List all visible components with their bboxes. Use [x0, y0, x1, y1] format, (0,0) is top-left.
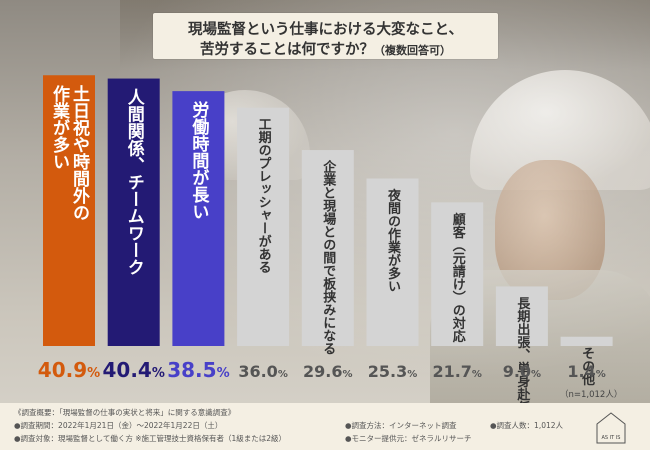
- bar-label-2: 人間関係、チームワーク: [124, 89, 145, 276]
- logo-text: AS IT IS: [602, 435, 621, 441]
- bar-6: [366, 178, 419, 346]
- title-line-2-main: 苦労することは何ですか？: [200, 42, 374, 58]
- bar-label-5: 企業と現場との間で板挟みになる: [320, 159, 337, 355]
- value-label-4: 36.0%: [238, 362, 288, 381]
- bar-label-9: その他: [579, 347, 596, 387]
- value-label-5: 29.6%: [303, 362, 353, 381]
- sample-size: （n=1,012人）: [560, 390, 623, 400]
- bar-label-1-line-2: 作業が多い: [49, 84, 70, 170]
- bar-label-4: 工期のプレッシャーがある: [256, 118, 272, 274]
- value-label-9: 1.4%: [567, 362, 605, 381]
- value-label-7: 21.7%: [432, 362, 482, 381]
- title-line-1: 現場監督という仕事における大変なこと、: [188, 22, 463, 38]
- bar-7: [431, 202, 484, 346]
- survey-target: ●調査対象：現場監督として働く方 ※施工管理技士資格保有者（1級または2級）: [14, 434, 287, 443]
- value-label-2: 40.4%: [103, 358, 165, 382]
- survey-method: ●調査方法：インターネット調査: [345, 421, 457, 430]
- value-label-3: 38.5%: [167, 358, 229, 382]
- bar-label-6: 夜間の作業が多い: [385, 188, 402, 293]
- value-label-1: 40.9%: [38, 358, 100, 382]
- survey-provider: ●モニター提供元：ゼネラルリサーチ: [345, 434, 472, 443]
- value-label-8: 9.0%: [503, 362, 541, 381]
- bar-label-1-line-1: 土日祝や時間外の: [69, 84, 90, 221]
- bar-4: [237, 107, 290, 347]
- bar-9: [560, 336, 613, 346]
- bar-label-3: 労働時間が長い: [188, 100, 210, 220]
- bar-2: [107, 78, 160, 346]
- value-label-6: 25.3%: [368, 362, 418, 381]
- survey-footer: 《調査概要：「現場監督の仕事の実状と将来」に関する意識調査》 ●調査期間：202…: [0, 403, 650, 450]
- bar-label-7: 顧客（元請け）の対応: [450, 212, 467, 344]
- bar-3: [172, 91, 225, 346]
- survey-period: ●調査期間：2022年1月21日（金）～2022年1月22日（土）: [14, 421, 223, 430]
- title-line-2-note: （複数回答可）: [374, 44, 451, 57]
- bar-8: [495, 286, 548, 346]
- survey-count: ●調査人数：1,012人: [490, 421, 564, 430]
- title-box: 現場監督という仕事における大変なこと、 苦労することは何ですか？（複数回答可）: [153, 13, 498, 59]
- company-logo: AS IT IS: [596, 412, 626, 444]
- survey-overview: 《調査概要：「現場監督の仕事の実状と将来」に関する意識調査》: [14, 408, 236, 417]
- bar-1: [43, 75, 95, 346]
- bar-5: [301, 150, 354, 346]
- title-line-2: 苦労することは何ですか？（複数回答可）: [153, 38, 498, 59]
